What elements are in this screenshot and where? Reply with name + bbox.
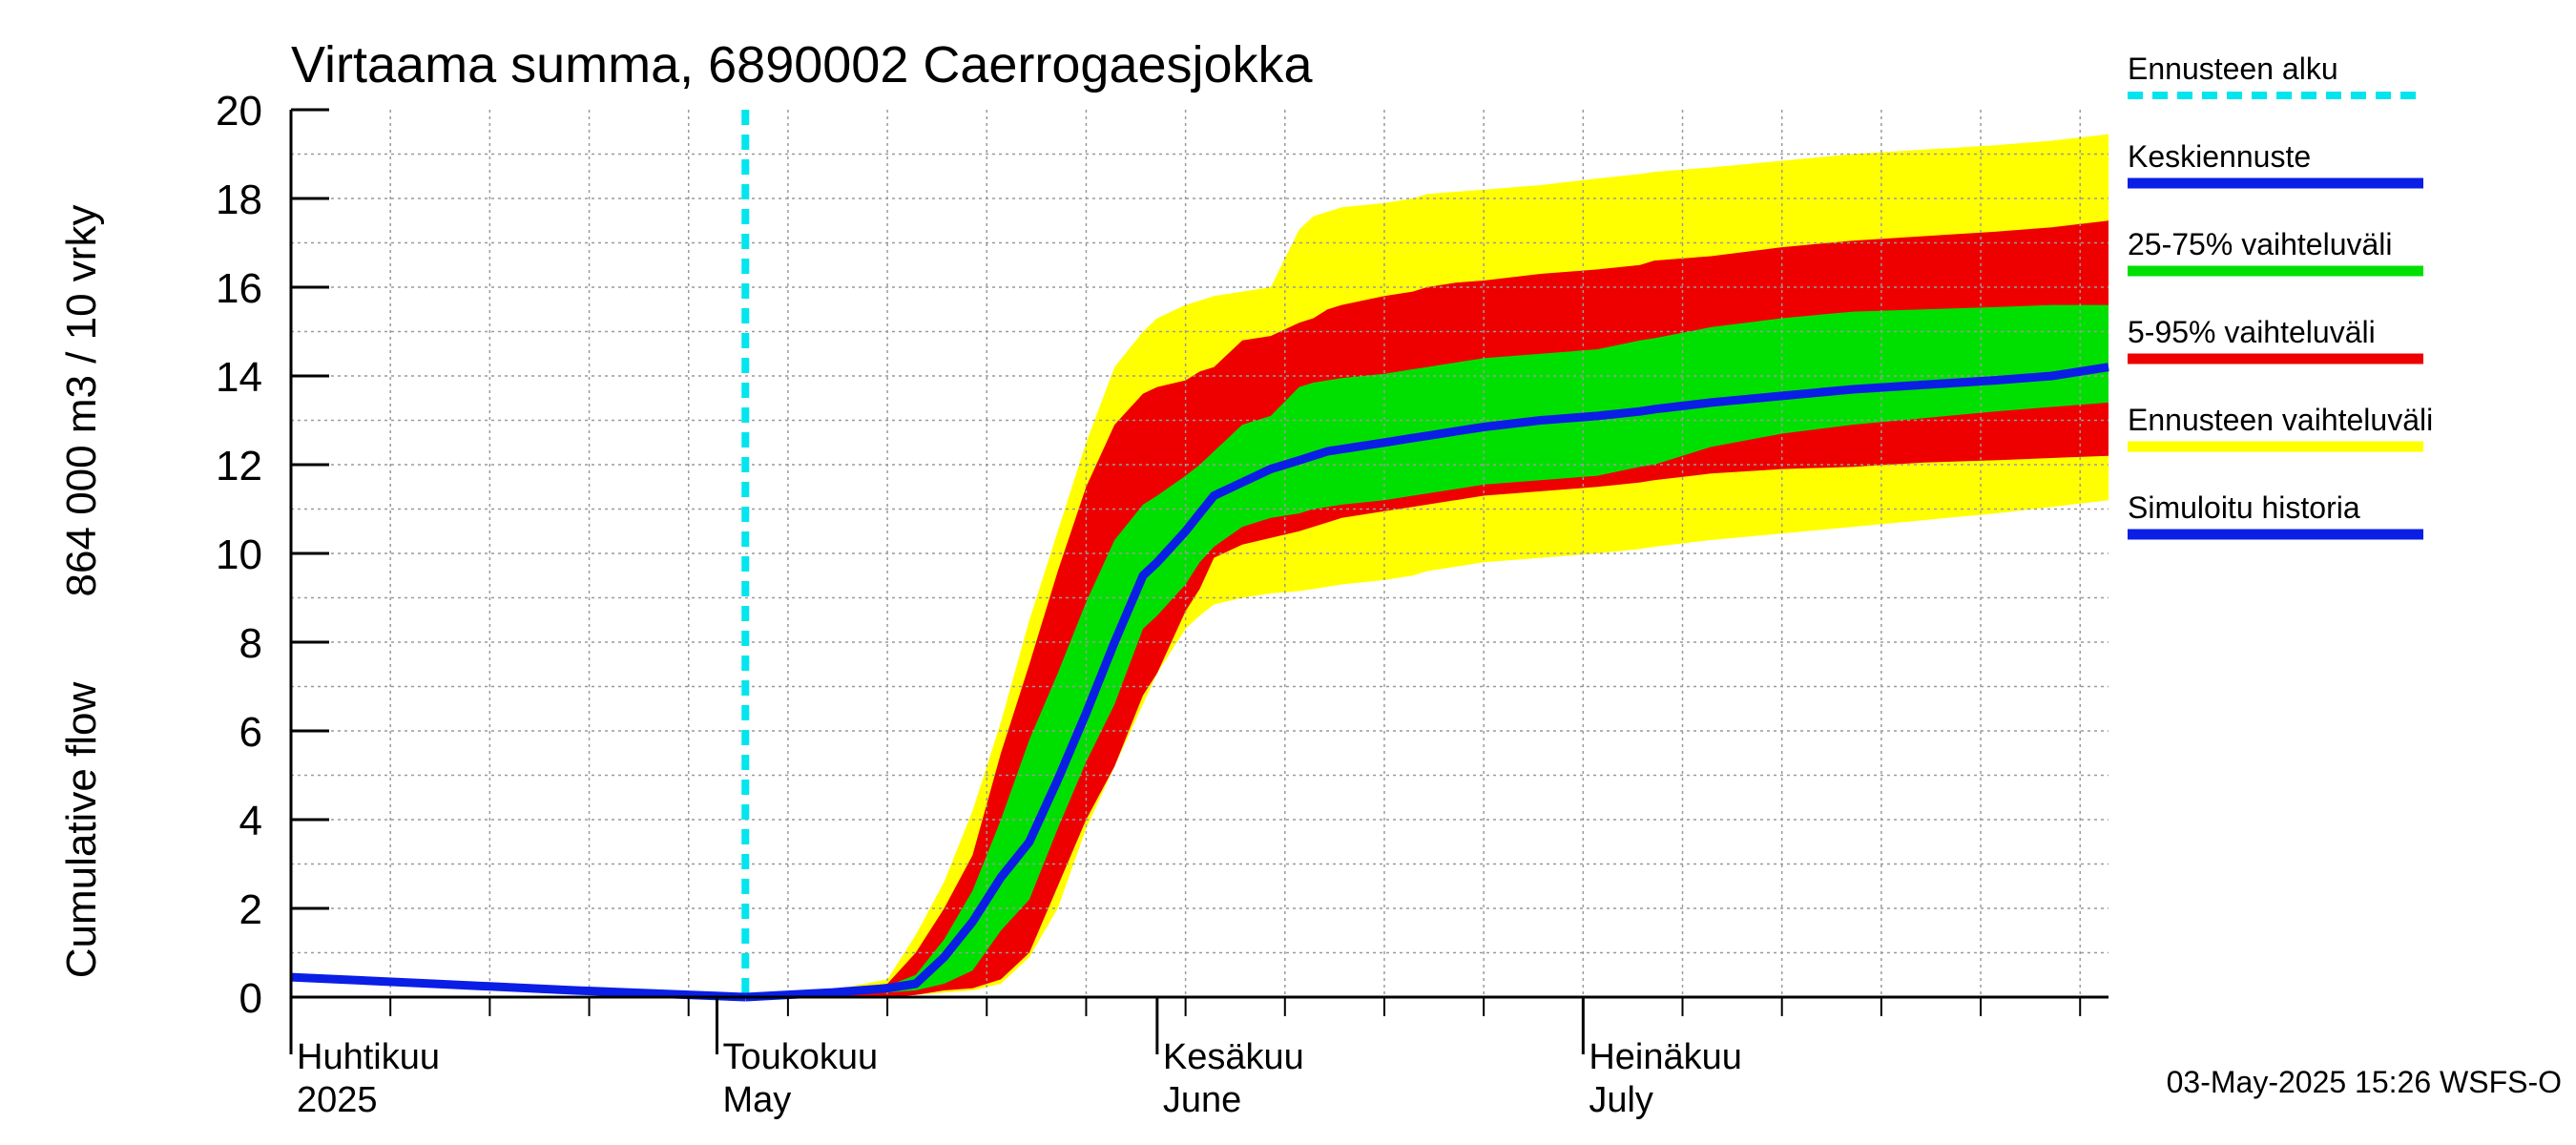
y-tick-label: 18: [216, 177, 262, 223]
legend-label-median: Keskiennuste: [2128, 139, 2311, 174]
legend-label-history: Simuloitu historia: [2128, 490, 2360, 525]
y-tick-label: 8: [239, 620, 262, 667]
timestamp-label: 03-May-2025 15:26 WSFS-O: [2167, 1065, 2562, 1099]
x-month-label-en: 2025: [297, 1080, 378, 1120]
legend-label-band_range: Ennusteen vaihteluväli: [2128, 403, 2433, 437]
y-axis-ticks: 0 2 4 6 8 10 12 14 16 18 20: [216, 88, 329, 1022]
y-axis-label-line-2: 864 000 m3 / 10 vrky: [58, 205, 105, 597]
forecast-bands: [291, 134, 2109, 998]
y-tick-label: 10: [216, 531, 262, 578]
y-tick-label: 12: [216, 443, 262, 489]
x-month-label-fi: Heinäkuu: [1589, 1037, 1742, 1077]
x-month-label-en: July: [1589, 1080, 1653, 1120]
chart-title: Virtaama summa, 6890002 Caerrogaesjokka: [291, 36, 1314, 94]
median-forecast-line: [745, 363, 2109, 1002]
y-tick-label: 16: [216, 265, 262, 312]
x-month-label-fi: Kesäkuu: [1163, 1037, 1304, 1077]
legend-label-band_5_95: 5-95% vaihteluväli: [2128, 315, 2376, 349]
y-tick-label: 2: [239, 886, 262, 933]
y-axis-label: Cumulative flow 864 000 m3 / 10 vrky: [58, 205, 105, 979]
y-tick-label: 14: [216, 354, 262, 401]
x-month-label-fi: Toukokuu: [722, 1037, 878, 1077]
legend-label-forecast_start: Ennusteen alku: [2128, 52, 2338, 86]
grid-lines: [291, 110, 2109, 997]
x-month-label-en: June: [1163, 1080, 1241, 1120]
legend: Ennusteen alku Keskiennuste 25-75% vaihtel…: [2128, 52, 2433, 540]
y-tick-label: 6: [239, 709, 262, 756]
x-month-label-fi: Huhtikuu: [297, 1037, 440, 1077]
legend-label-band_25_75: 25-75% vaihteluväli: [2128, 227, 2393, 261]
y-tick-label: 0: [239, 975, 262, 1022]
y-tick-label: 4: [239, 798, 262, 844]
simulated-history-line: [290, 972, 746, 1002]
y-axis-label-line-1: Cumulative flow: [58, 682, 105, 979]
y-tick-label: 20: [216, 88, 262, 135]
series-lines: [290, 110, 2109, 1002]
x-month-label-en: May: [722, 1080, 791, 1120]
band-25-75: [291, 304, 2109, 998]
